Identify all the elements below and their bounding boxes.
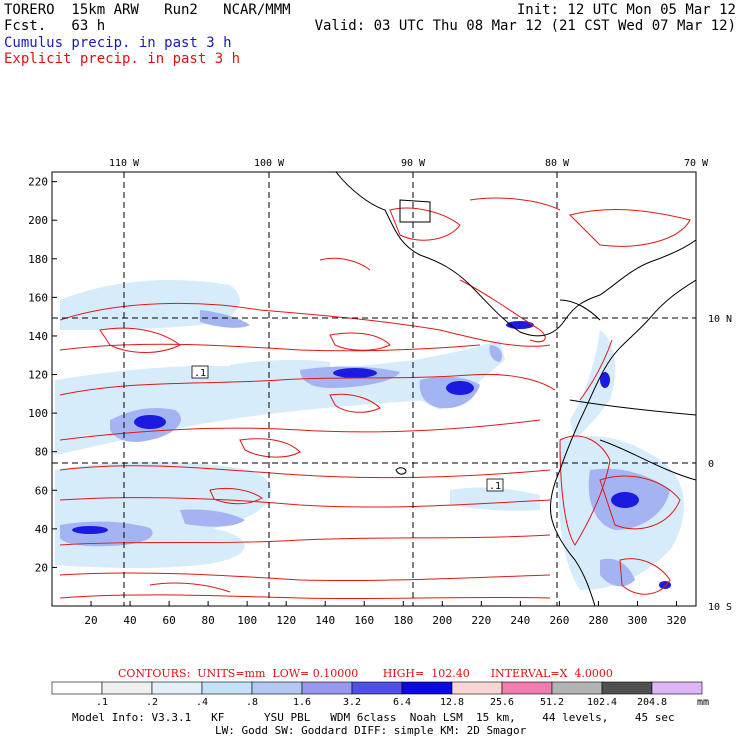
forecast-hour: Fcst. 63 h [4,18,106,34]
country-border-1 [599,439,696,481]
bottom-tick-label: 320 [667,614,687,627]
bottom-axis: 20 40 60 80 100 120 140 160 180 200 220 240 260 280 30… [84,601,686,627]
latitude-label: 10 N [708,314,732,325]
colorbar-swatch [551,681,603,695]
central-america-coast [335,172,696,337]
colorbar-swatch [251,681,303,695]
left-tick-label: 160 [28,291,48,304]
right-latitude-labels: 10 N 0 10 S [708,314,732,613]
explicit-precip-contours [59,197,691,600]
model-physics-line: LW: Godd SW: Goddard DIFF: simple KM: 2D… [215,724,527,737]
init-time: Init: 12 UTC Mon 05 Mar 12 [516,2,736,18]
longitude-label: 70 W [684,158,709,169]
colorbar-swatch [301,681,353,695]
left-tick-label: 180 [28,253,48,266]
colorbar-tick-label: 12.8 [440,697,464,708]
colorbar-tick-label: .4 [196,697,208,708]
bottom-tick-label: 180 [393,614,413,627]
colorbar-swatch [501,681,553,695]
bottom-tick-label: 40 [123,614,136,627]
longitude-label: 100 W [254,158,285,169]
colorbar-tick-label: .2 [146,697,158,708]
bottom-tick-label: 20 [84,614,97,627]
valid-time: Valid: 03 UTC Thu 08 Mar 12 (21 CST Wed … [314,18,736,34]
colorbar-tick-label: 204.8 [637,697,667,708]
longitude-label: 110 W [109,158,140,169]
left-tick-label: 40 [35,523,48,536]
left-tick-label: 220 [28,176,48,189]
left-tick-label: 20 [35,561,48,574]
colorbar-tick-label: 1.6 [293,697,311,708]
colorbar-tick-label: 25.6 [490,697,514,708]
left-tick-label: 200 [28,214,48,227]
longitude-label: 80 W [545,158,570,169]
galapagos-island [395,467,407,475]
colorbar-tick-label: .1 [96,697,108,708]
bottom-tick-label: 300 [628,614,648,627]
colorbar: .1 .2 .4 .8 1.6 3.2 6.4 12.8 25.6 51.2 102.4 204.8 [51,681,703,708]
left-axis: 220 200 180 160 140 120 100 80 60 40 20 [28,176,57,574]
latitude-label: 10 S [708,602,732,613]
country-border-2 [569,399,696,416]
bottom-tick-label: 120 [276,614,296,627]
left-tick-label: 140 [28,330,48,343]
colorbar-swatch [601,681,653,695]
colorbar-swatch [151,681,203,695]
explicit-field-label: Explicit precip. in past 3 h [4,51,241,67]
contour-label-2: .1 [486,478,504,492]
contours-info: CONTOURS: UNITS=mm LOW= 0.10000 HIGH= 10… [118,667,613,680]
left-tick-label: 120 [28,369,48,382]
bottom-tick-label: 200 [432,614,452,627]
colorbar-swatch [451,681,503,695]
latitude-label: 0 [708,459,714,470]
colorbar-swatch [401,681,453,695]
left-tick-label: 80 [35,446,48,459]
svg-text:.1: .1 [194,368,206,379]
top-longitude-labels: 110 W 100 W 90 W 80 W 70 W [109,158,709,169]
colorbar-swatch [351,681,403,695]
colorbar-unit: mm [697,697,710,708]
yucatan-border [399,199,431,223]
svg-text:.1: .1 [489,481,501,492]
bottom-tick-label: 160 [354,614,374,627]
colorbar-tick-label: .8 [246,697,258,708]
contour-label-1: .1 [191,365,209,379]
bottom-tick-label: 80 [201,614,214,627]
map-field [52,172,696,606]
colorbar-swatch [51,681,103,695]
colorbar-tick-label: 3.2 [343,697,361,708]
colorbar-swatch [101,681,153,695]
bottom-tick-label: 240 [510,614,530,627]
colorbar-tick-label: 6.4 [393,697,411,708]
left-tick-label: 60 [35,484,48,497]
left-tick-label: 100 [28,407,48,420]
colorbar-swatch [651,681,703,695]
colorbar-tick-label: 51.2 [540,697,564,708]
map-frame [51,171,697,607]
lat-lon-grid [52,172,696,606]
model-info-line: Model Info: V3.3.1 KF YSU PBL WDM 6class… [72,711,675,724]
colorbar-swatch [201,681,253,695]
cumulus-heavy-cores [72,321,671,589]
longitude-label: 90 W [401,158,426,169]
bottom-tick-label: 100 [237,614,257,627]
model-title: TORERO 15km ARW Run2 NCAR/MMM [4,2,291,18]
cumulus-field-label: Cumulus precip. in past 3 h [4,35,232,51]
bottom-tick-label: 280 [588,614,608,627]
bottom-tick-label: 60 [162,614,175,627]
bottom-tick-label: 140 [315,614,335,627]
bottom-tick-label: 260 [549,614,569,627]
bottom-tick-label: 220 [471,614,491,627]
colorbar-tick-label: 102.4 [587,697,617,708]
south-america-coast [549,279,696,606]
